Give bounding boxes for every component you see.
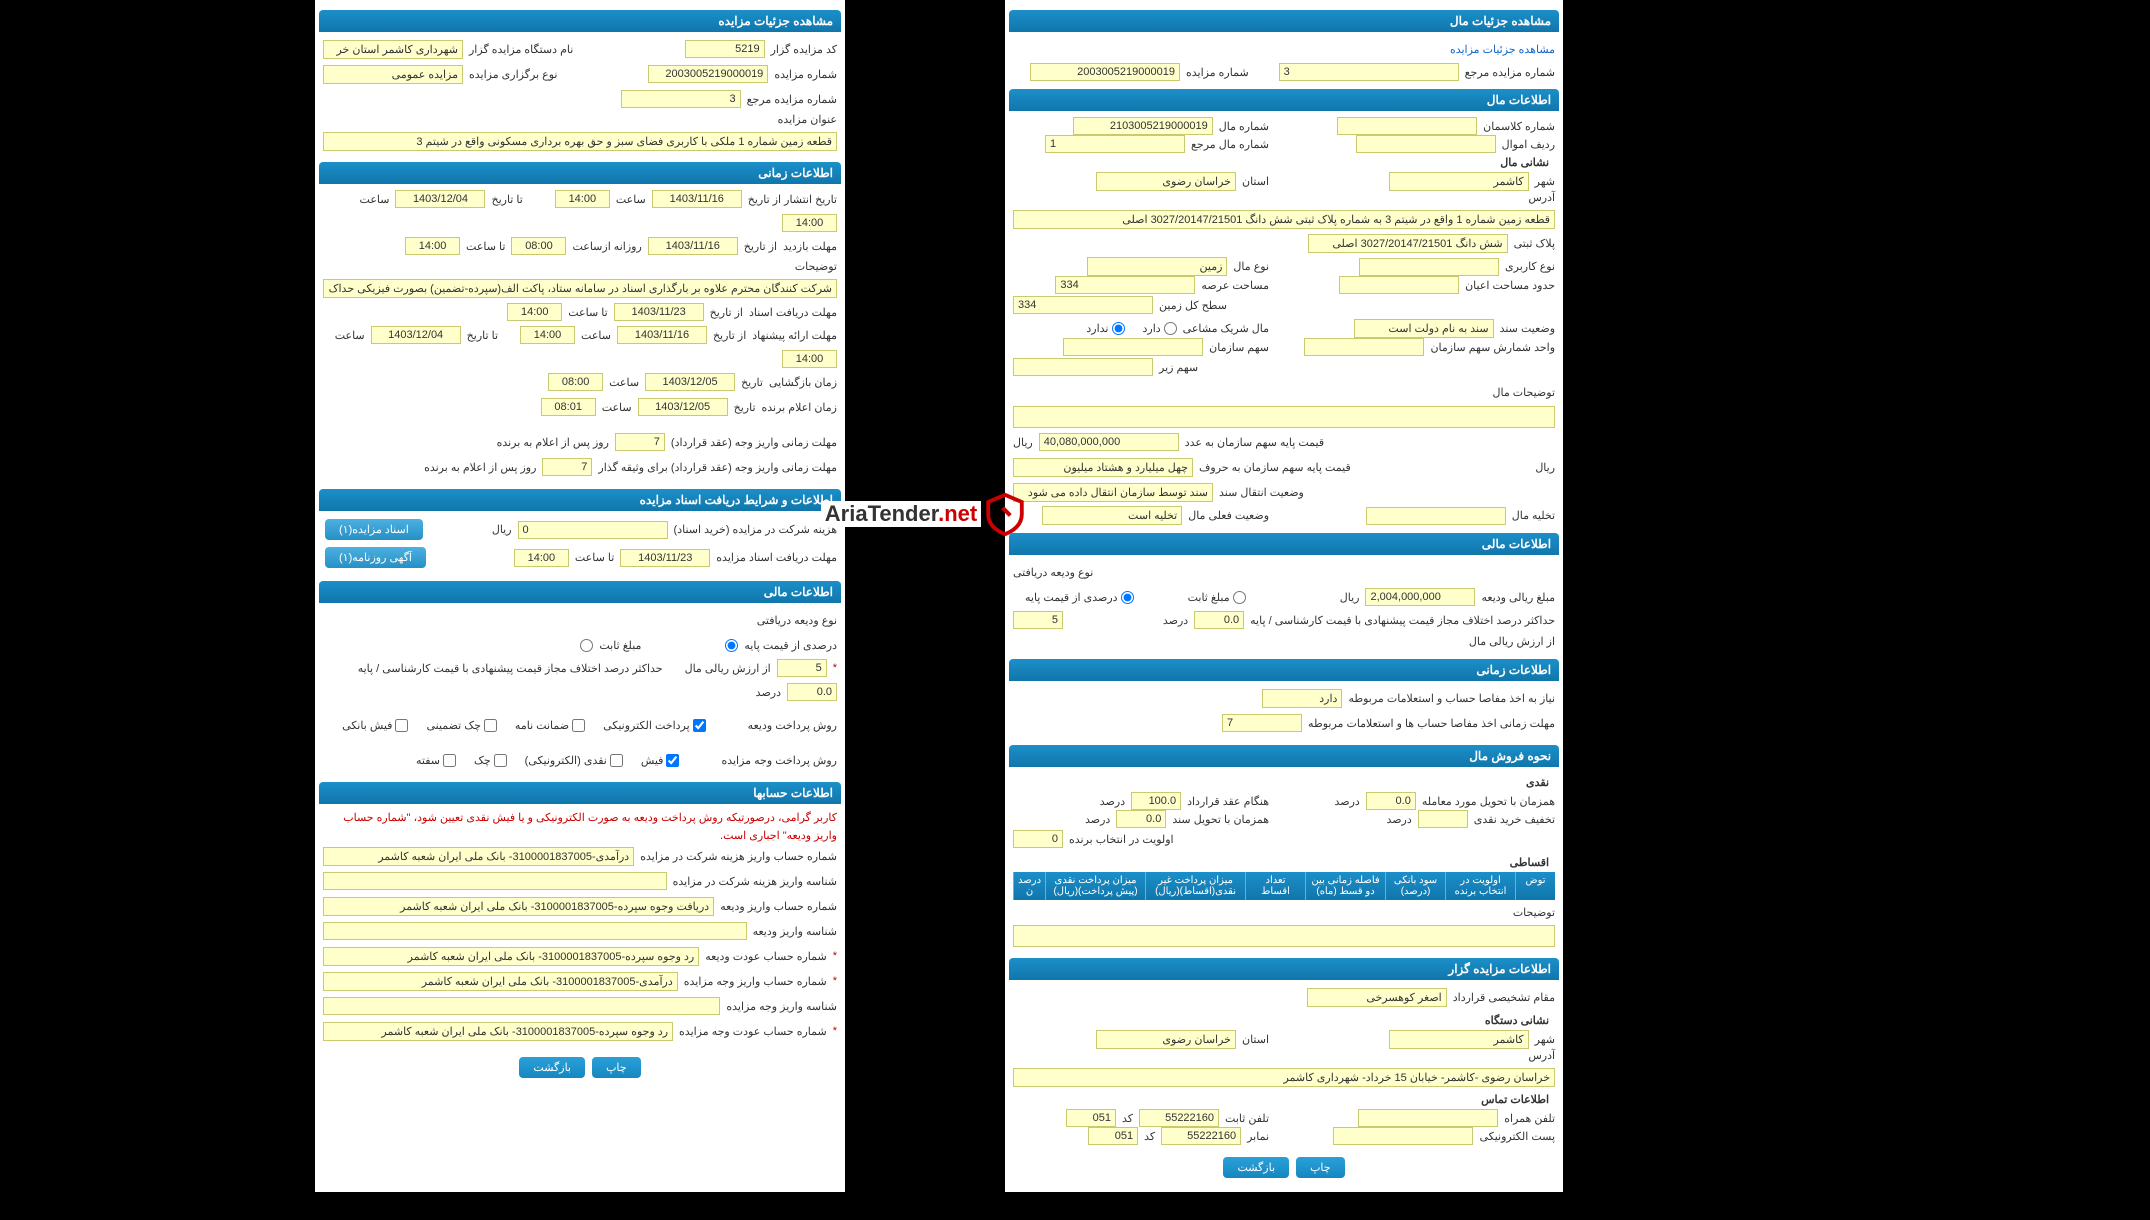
chk-cash-elec[interactable] [610,754,623,767]
section-hdr-sale-method: نحوه فروش مال [1009,745,1559,767]
radio-pct-base[interactable] [725,639,738,652]
fld-docs-recv-date: 1403/11/23 [614,303,704,321]
fld-base-price-words: چهل میلیارد و هشتاد میلیون [1013,458,1193,477]
chk-fish[interactable] [666,754,679,767]
btn-newspaper-ad[interactable]: آگهی روزنامه(۱) [325,547,426,568]
lbl-ref-no: شماره مزایده مرجع [747,93,837,106]
fld-contract-pct: 100.0 [1131,792,1181,810]
chk-pay-elec[interactable] [693,719,706,732]
lbl-auctioneer-org: نام دستگاه مزایده گزار [469,43,573,56]
fld-auctioneer-org: شهرداری کاشمر استان خر [323,40,463,59]
fld-auction-no: 2003005219000019 [648,65,768,83]
lbl-auction-no: شماره مزایده [774,68,837,81]
fld-sale-desc [1013,925,1555,947]
fld-visit-from-time: 08:00 [511,237,566,255]
fld-auction-type: مزایده عمومی [323,65,463,84]
section-hdr-asset-detail: مشاهده جزئیات مال [1009,10,1559,32]
fld-acc1-id [323,872,667,890]
link-view-auction[interactable]: مشاهده جزئیات مزایده [1450,43,1555,56]
lbl-pub-from: تاریخ انتشار از تاریخ [748,193,837,206]
auction-detail-panel: مشاهده جزئیات مزایده کد مزایده گزار 5219… [315,0,845,1192]
installment-table-header: توض اولویت در انتخاب برنده سود بانکی (در… [1013,872,1555,900]
section-hdr-timing: اطلاعات زمانی [319,162,841,184]
fld-deposit-pct: 5 [777,659,827,677]
chk-guarantee[interactable] [572,719,585,732]
lbl-title: عنوان مزایده [778,113,837,126]
btn-print-right[interactable]: چاپ [592,1057,641,1078]
fld-acc4-id [323,997,720,1015]
fld-deposit-amt: 2,004,000,000 [1365,588,1475,606]
fld-deposit-deadline: 7 [542,458,592,476]
fld-pub-from-date: 1403/11/16 [652,190,742,208]
fld-ref-no: 3 [621,90,741,108]
section-hdr-timing-l: اطلاعات زمانی [1009,659,1559,681]
fld-visit-from-date: 1403/11/16 [648,237,738,255]
chk-check-t[interactable] [484,719,497,732]
chk-fish-bank[interactable] [395,719,408,732]
fld-pay-deadline: 7 [615,433,665,451]
section-hdr-accounts: اطلاعات حسابها [319,782,841,804]
section-hdr-auction-detail: مشاهده جزئیات مزایده [319,10,841,32]
btn-print-left[interactable]: چاپ [1296,1157,1345,1178]
lbl-auction-type: نوع برگزاری مزایده [469,68,557,81]
fld-contract-person: اصغر کوهسرخی [1307,988,1447,1007]
fld-pub-from-time: 14:00 [555,190,610,208]
section-hdr-financial-l: اطلاعات مالی [1009,533,1559,555]
fld-auction-no-l: 2003005219000019 [1030,63,1180,81]
fld-plak: شش دانگ 3027/20147/21501 اصلی [1308,234,1508,253]
fld-desc: شرکت کنندگان محترم علاوه بر بارگذاری اسن… [323,279,837,298]
fld-base-price: 40,080,000,000 [1039,433,1179,451]
btn-auction-docs[interactable]: اسناد مزایده(۱) [325,519,423,540]
fld-org-address: خراسان رضوی -کاشمر- خیابان 15 خرداد- شهر… [1013,1068,1555,1087]
fld-acc1: درآمدی-3100001837005- بانک ملی ایران شعب… [323,847,634,866]
fld-max-diff: 0.0 [787,683,837,701]
radio-pct-l[interactable] [1121,591,1134,604]
fld-visit-to-time: 14:00 [405,237,460,255]
fld-pub-to-time: 14:00 [782,214,837,232]
section-hdr-auctioneer-info: اطلاعات مزایده گزار [1009,958,1559,980]
fld-mal-desc [1013,406,1555,428]
fld-acc5: رد وجوه سپرده-3100001837005- بانک ملی ای… [323,1022,673,1041]
radio-fixed-l[interactable] [1233,591,1246,604]
fld-participate-cost: 0 [518,521,668,539]
section-hdr-financial: اطلاعات مالی [319,581,841,603]
radio-darad[interactable] [1164,322,1177,335]
section-hdr-asset-info: اطلاعات مال [1009,89,1559,111]
chk-check[interactable] [494,754,507,767]
fld-title: قطعه زمین شماره 1 ملکی با کاربری فضای سب… [323,132,837,151]
btn-back-right[interactable]: بازگشت [519,1057,585,1078]
section-hdr-docs-cond: اطلاعات و شرایط دریافت اسناد مزایده [319,489,841,511]
fld-acc4: درآمدی-3100001837005- بانک ملی ایران شعب… [323,972,678,991]
chk-safteh[interactable] [443,754,456,767]
note-account-warning: کاربر گرامی، درصورتیکه روش پرداخت ودیعه … [323,810,837,845]
fld-acc3: رد وجوه سپرده-3100001837005- بانک ملی ای… [323,947,699,966]
fld-asset-address: قطعه زمین شماره 1 واقع در شیتم 3 به شمار… [1013,210,1555,229]
fld-acc2-id [323,922,747,940]
btn-back-left[interactable]: بازگشت [1223,1157,1289,1178]
radio-fixed[interactable] [580,639,593,652]
radio-nadarad[interactable] [1112,322,1125,335]
fld-acc2: دریافت وجوه سپرده-3100001837005- بانک مل… [323,897,714,916]
fld-ref-no-l: 3 [1279,63,1459,81]
logo-shield-icon [981,490,1029,538]
lbl-auctioneer-code: کد مزایده گزار [771,43,837,56]
fld-auctioneer-code: 5219 [685,40,765,58]
fld-clearance: دارد [1262,689,1342,708]
asset-detail-panel: مشاهده جزئیات مال مشاهده جزئیات مزایده ش… [1005,0,1563,1192]
fld-pub-to-date: 1403/12/04 [395,190,485,208]
